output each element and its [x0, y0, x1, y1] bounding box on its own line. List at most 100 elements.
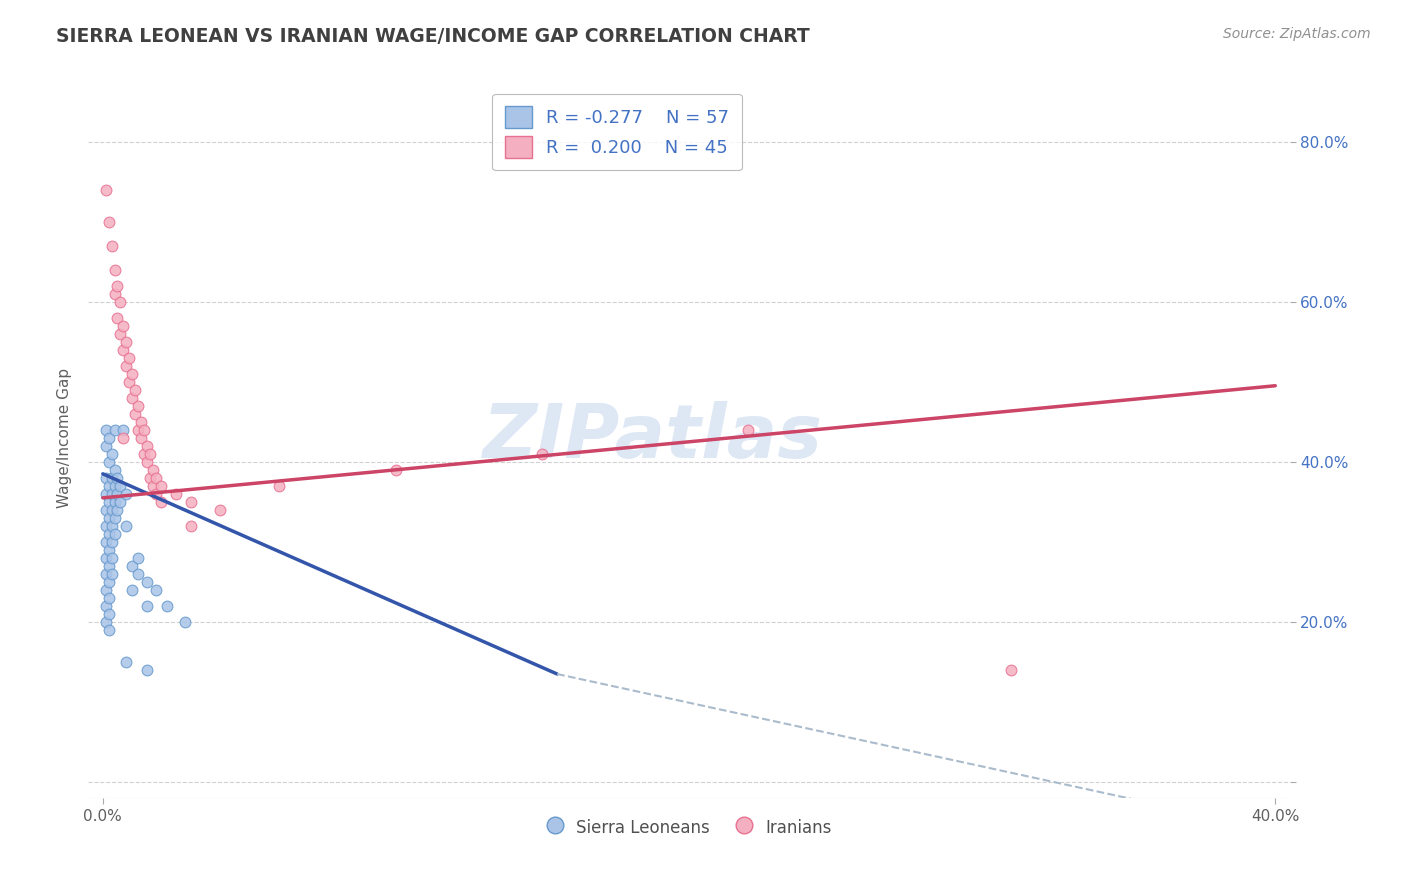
- Point: [94, 439, 117, 453]
- Point: [97, 607, 120, 621]
- Point: [94, 535, 117, 549]
- Point: [209, 503, 232, 517]
- Point: [97, 511, 120, 525]
- Point: [112, 343, 135, 357]
- Point: [94, 519, 117, 533]
- Point: [115, 519, 138, 533]
- Point: [115, 487, 138, 501]
- Point: [150, 495, 173, 509]
- Text: ZIPatlas: ZIPatlas: [484, 401, 823, 475]
- Point: [138, 447, 160, 461]
- Point: [145, 487, 167, 501]
- Point: [1000, 663, 1022, 677]
- Point: [94, 599, 117, 613]
- Point: [103, 262, 125, 277]
- Point: [100, 487, 122, 501]
- Legend: Sierra Leoneans, Iranians: Sierra Leoneans, Iranians: [540, 810, 838, 844]
- Point: [103, 423, 125, 437]
- Point: [115, 655, 138, 669]
- Point: [135, 663, 157, 677]
- Point: [94, 550, 117, 565]
- Point: [132, 423, 155, 437]
- Point: [97, 214, 120, 228]
- Point: [100, 519, 122, 533]
- Point: [118, 351, 141, 365]
- Point: [118, 375, 141, 389]
- Point: [97, 479, 120, 493]
- Point: [110, 294, 132, 309]
- Point: [145, 582, 167, 597]
- Point: [156, 599, 179, 613]
- Point: [97, 542, 120, 557]
- Point: [94, 566, 117, 581]
- Point: [107, 487, 129, 501]
- Point: [107, 310, 129, 325]
- Point: [94, 423, 117, 437]
- Point: [121, 367, 143, 381]
- Point: [107, 471, 129, 485]
- Point: [385, 463, 408, 477]
- Point: [127, 399, 149, 413]
- Point: [267, 479, 290, 493]
- Point: [110, 479, 132, 493]
- Point: [94, 471, 117, 485]
- Point: [110, 326, 132, 341]
- Point: [112, 318, 135, 333]
- Point: [112, 431, 135, 445]
- Point: [121, 558, 143, 573]
- Point: [94, 615, 117, 629]
- Point: [100, 535, 122, 549]
- Point: [97, 574, 120, 589]
- Text: SIERRA LEONEAN VS IRANIAN WAGE/INCOME GAP CORRELATION CHART: SIERRA LEONEAN VS IRANIAN WAGE/INCOME GA…: [56, 27, 810, 45]
- Point: [100, 447, 122, 461]
- Point: [103, 527, 125, 541]
- Y-axis label: Wage/Income Gap: Wage/Income Gap: [58, 368, 72, 508]
- Point: [103, 463, 125, 477]
- Point: [129, 431, 152, 445]
- Point: [531, 447, 554, 461]
- Text: Source: ZipAtlas.com: Source: ZipAtlas.com: [1223, 27, 1371, 41]
- Point: [135, 574, 157, 589]
- Point: [94, 503, 117, 517]
- Point: [94, 582, 117, 597]
- Point: [150, 479, 173, 493]
- Point: [121, 582, 143, 597]
- Point: [132, 447, 155, 461]
- Point: [97, 623, 120, 637]
- Point: [103, 479, 125, 493]
- Point: [142, 479, 165, 493]
- Point: [180, 495, 202, 509]
- Point: [737, 423, 759, 437]
- Point: [127, 566, 149, 581]
- Point: [94, 182, 117, 196]
- Point: [110, 495, 132, 509]
- Point: [94, 487, 117, 501]
- Point: [100, 550, 122, 565]
- Point: [135, 439, 157, 453]
- Point: [97, 431, 120, 445]
- Point: [107, 278, 129, 293]
- Point: [124, 383, 146, 397]
- Point: [100, 503, 122, 517]
- Point: [103, 511, 125, 525]
- Point: [112, 423, 135, 437]
- Point: [107, 503, 129, 517]
- Point: [121, 391, 143, 405]
- Point: [115, 334, 138, 349]
- Point: [97, 527, 120, 541]
- Point: [135, 599, 157, 613]
- Point: [142, 463, 165, 477]
- Point: [115, 359, 138, 373]
- Point: [97, 558, 120, 573]
- Point: [97, 455, 120, 469]
- Point: [103, 495, 125, 509]
- Point: [173, 615, 195, 629]
- Point: [165, 487, 187, 501]
- Point: [145, 471, 167, 485]
- Point: [100, 566, 122, 581]
- Point: [97, 495, 120, 509]
- Point: [129, 415, 152, 429]
- Point: [100, 238, 122, 252]
- Point: [100, 471, 122, 485]
- Point: [127, 423, 149, 437]
